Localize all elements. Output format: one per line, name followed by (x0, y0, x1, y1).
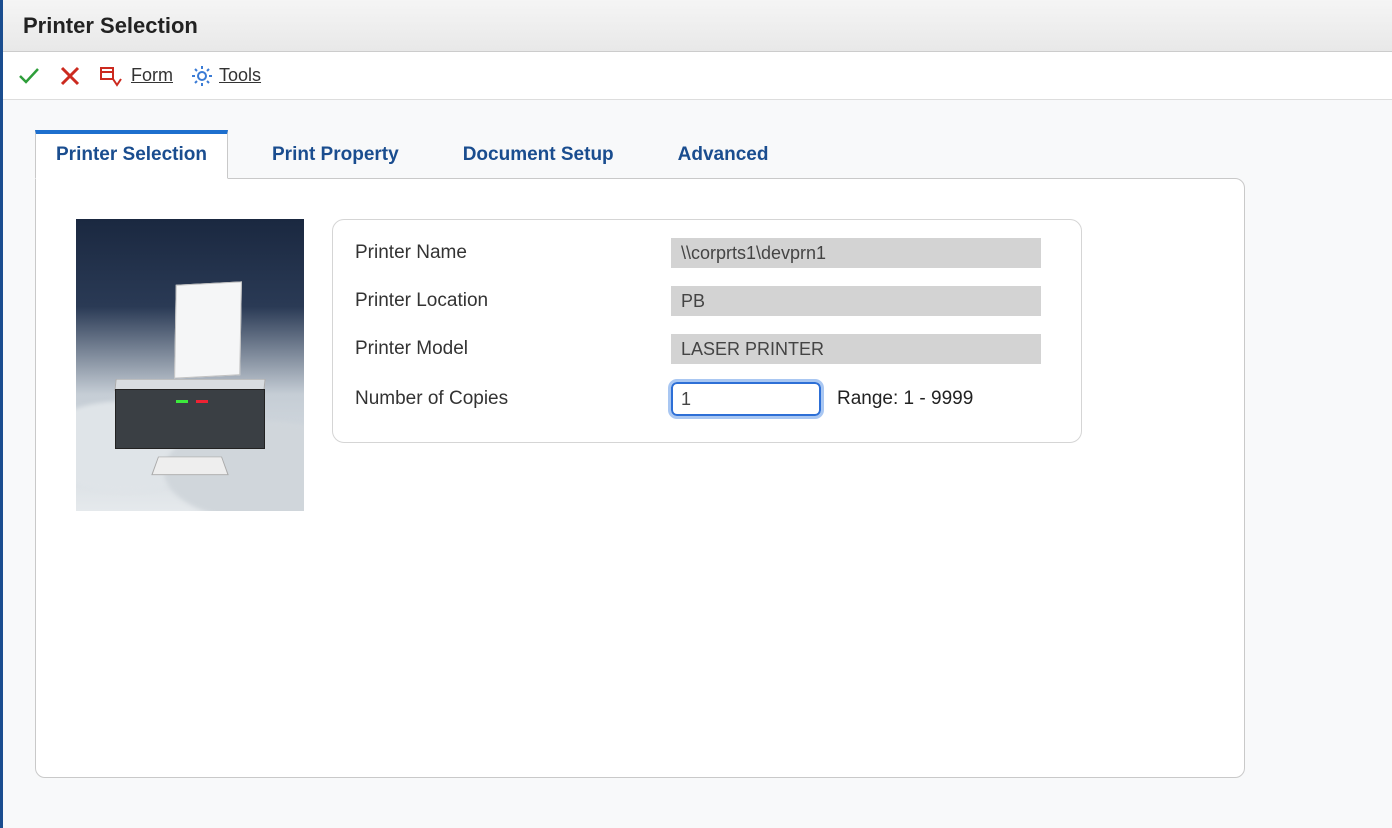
copies-input[interactable] (671, 382, 821, 416)
checkmark-icon (17, 64, 41, 88)
content-area: Printer Selection Print Property Documen… (3, 100, 1392, 808)
printer-name-label: Printer Name (355, 242, 655, 264)
toolbar: Form Tools (3, 52, 1392, 100)
form-menu[interactable]: Form (99, 65, 173, 87)
cancel-button[interactable] (59, 65, 81, 87)
ok-button[interactable] (17, 64, 41, 88)
field-copies: Number of Copies Range: 1 - 9999 (355, 382, 1059, 416)
tabs-row: Printer Selection Print Property Documen… (35, 130, 1360, 178)
printer-illustration (76, 219, 304, 511)
form-menu-label: Form (131, 65, 173, 86)
tools-menu-label: Tools (219, 65, 261, 86)
printer-location-label: Printer Location (355, 290, 655, 312)
tab-document-setup[interactable]: Document Setup (443, 134, 634, 178)
gear-icon (191, 65, 213, 87)
tab-printer-selection[interactable]: Printer Selection (35, 130, 228, 179)
close-icon (59, 65, 81, 87)
form-icon (99, 65, 125, 87)
printer-model-label: Printer Model (355, 338, 655, 360)
field-printer-name: Printer Name \\corprts1\devprn1 (355, 238, 1059, 268)
field-printer-model: Printer Model LASER PRINTER (355, 334, 1059, 364)
printer-location-value[interactable]: PB (671, 286, 1041, 316)
page-title: Printer Selection (23, 13, 198, 39)
tab-print-property[interactable]: Print Property (252, 134, 419, 178)
header-bar: Printer Selection (3, 0, 1392, 52)
printer-name-value[interactable]: \\corprts1\devprn1 (671, 238, 1041, 268)
tab-panel: Printer Name \\corprts1\devprn1 Printer … (35, 178, 1245, 778)
tools-menu[interactable]: Tools (191, 65, 261, 87)
copies-range: Range: 1 - 9999 (837, 388, 973, 410)
tab-advanced[interactable]: Advanced (658, 134, 789, 178)
printer-model-value[interactable]: LASER PRINTER (671, 334, 1041, 364)
field-printer-location: Printer Location PB (355, 286, 1059, 316)
copies-label: Number of Copies (355, 388, 655, 410)
fields-box: Printer Name \\corprts1\devprn1 Printer … (332, 219, 1082, 443)
